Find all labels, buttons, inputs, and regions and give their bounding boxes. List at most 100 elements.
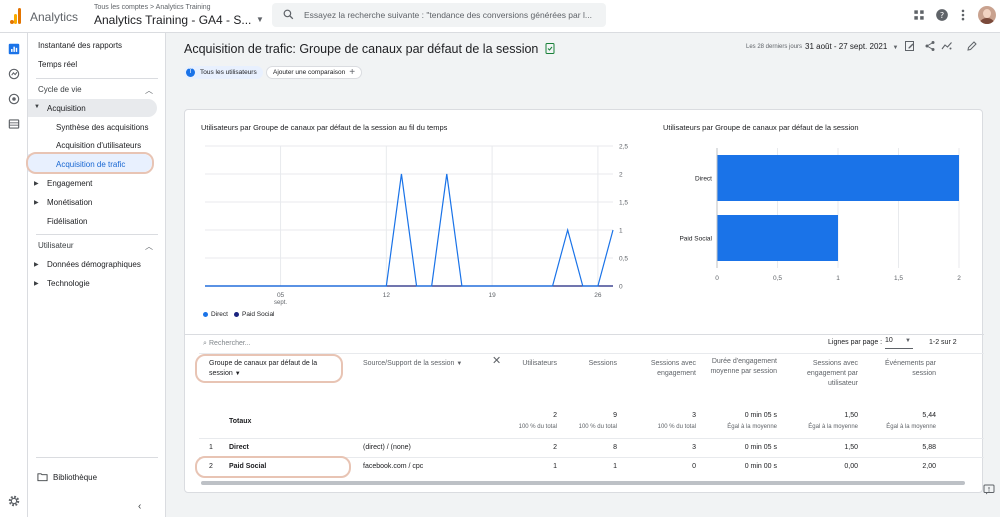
row-sessions: 1: [613, 463, 617, 470]
nav-section-user[interactable]: Utilisateur: [38, 241, 74, 250]
col-header-engaged-sessions[interactable]: Sessions avec engagement: [650, 360, 696, 377]
app-name: Analytics: [30, 10, 79, 24]
x-tick-label: 26: [594, 292, 602, 299]
total-events: 5,44: [922, 412, 936, 419]
caret-right-icon[interactable]: ▶: [34, 181, 39, 187]
reports-icon[interactable]: [7, 42, 21, 56]
add-comparison-label: Ajouter une comparaison: [273, 69, 346, 76]
search-icon: [283, 9, 294, 20]
nav-realtime[interactable]: Temps réel: [38, 60, 78, 69]
share-icon[interactable]: [924, 40, 936, 52]
horizontal-scrollbar[interactable]: [201, 481, 965, 485]
customize-report-icon[interactable]: [904, 40, 916, 52]
nav-monetization[interactable]: Monétisation: [47, 198, 93, 207]
col-header-source-label: Source/Support de la session: [363, 360, 455, 367]
nav-technology[interactable]: Technologie: [47, 279, 90, 288]
caret-right-icon[interactable]: ▶: [34, 281, 39, 287]
configure-icon[interactable]: [7, 117, 21, 131]
bar-chart[interactable]: 0 0,5 1 1,5 2 Direct Paid Social: [663, 138, 973, 308]
series-line-direct: [205, 173, 614, 287]
line-chart[interactable]: 2,5 2 1,5 1 0,5 0 05 12 19 26 sept.: [201, 138, 633, 306]
divider: [185, 334, 984, 335]
nav-snapshot[interactable]: Instantané des rapports: [38, 41, 123, 50]
more-vert-icon[interactable]: [956, 8, 970, 22]
all-users-chip[interactable]: T Tous les utilisateurs: [184, 66, 263, 79]
nav-section-lifecycle[interactable]: Cycle de vie: [38, 85, 82, 94]
search-bar[interactable]: Essayez la recherche suivante : "tendanc…: [272, 3, 606, 27]
total-users-sub: 100 % du total: [518, 424, 557, 430]
caret-down-icon[interactable]: ▼: [256, 15, 264, 24]
report-nav: Instantané des rapports Temps réel Cycle…: [26, 33, 166, 517]
table-search-input[interactable]: Rechercher...: [209, 340, 251, 347]
row-dimension[interactable]: Direct: [229, 444, 249, 451]
x-tick-sublabel: sept.: [274, 300, 287, 306]
col-header-users[interactable]: Utilisateurs: [522, 360, 557, 367]
rows-per-page-label: Lignes par page :: [828, 339, 883, 346]
total-duration: 0 min 05 s: [744, 412, 777, 419]
row-dimension[interactable]: Paid Social: [229, 463, 267, 470]
nav-user-acquisition[interactable]: Acquisition d'utilisateurs: [56, 141, 142, 150]
nav-demographics[interactable]: Données démographiques: [47, 260, 141, 269]
explore-icon[interactable]: [7, 67, 21, 81]
total-engaged-sub: 100 % du total: [657, 424, 696, 430]
folder-icon: [37, 473, 48, 482]
add-comparison-button[interactable]: Ajouter une comparaison +: [266, 66, 363, 79]
divider: [199, 457, 984, 458]
x-tick-label: 0,5: [773, 275, 782, 282]
chevron-up-icon[interactable]: ︿: [145, 242, 153, 251]
col-header-events[interactable]: Événements par session: [885, 360, 936, 377]
advertising-icon[interactable]: [7, 92, 21, 106]
col-header-dimension[interactable]: Groupe de canaux par défaut de la sessio…: [209, 359, 335, 379]
rows-per-page-select[interactable]: 10 ▼: [885, 337, 913, 349]
nav-acq-overview[interactable]: Synthèse des acquisitions: [56, 123, 149, 132]
col-header-engaged-per-user[interactable]: Sessions avec engagement par utilisateur: [807, 360, 858, 387]
bar-chart-title: Utilisateurs par Groupe de canaux par dé…: [663, 123, 859, 132]
y-tick-label: 2,5: [619, 144, 628, 151]
col-header-source[interactable]: Source/Support de la session ▼: [363, 359, 473, 369]
total-engaged: 3: [692, 412, 696, 419]
all-users-label: Tous les utilisateurs: [200, 69, 257, 76]
settings-gear-icon[interactable]: [7, 494, 21, 508]
nav-retention[interactable]: Fidélisation: [47, 217, 88, 226]
analytics-logo-icon: [10, 8, 22, 24]
col-header-sessions[interactable]: Sessions: [588, 360, 617, 367]
caret-right-icon[interactable]: ▶: [34, 262, 39, 268]
user-avatar[interactable]: [978, 6, 996, 24]
remove-dimension-icon[interactable]: ✕: [492, 355, 502, 367]
date-range-picker[interactable]: 31 août - 27 sept. 2021 ▼: [805, 42, 898, 51]
col-header-duration[interactable]: Durée d'engagement moyenne par session: [710, 358, 777, 375]
nav-engagement[interactable]: Engagement: [47, 179, 93, 188]
apps-grid-icon[interactable]: [912, 8, 926, 22]
divider: [36, 78, 158, 79]
feedback-icon[interactable]: [983, 484, 995, 495]
total-duration-sub: Égal à la moyenne: [727, 424, 777, 430]
total-sessions: 9: [613, 412, 617, 419]
account-breadcrumb[interactable]: Tous les comptes > Analytics Training: [94, 4, 211, 11]
divider: [199, 438, 984, 439]
total-events-sub: Égal à la moyenne: [886, 424, 936, 430]
caret-down-icon[interactable]: ▼: [34, 104, 40, 110]
collapse-nav-icon[interactable]: ‹: [138, 501, 142, 512]
total-engaged-per-user: 1,50: [844, 412, 858, 419]
search-icon: ⌕: [203, 340, 207, 347]
total-users: 2: [553, 412, 557, 419]
property-selector[interactable]: Analytics Training - GA4 - S...: [94, 13, 252, 27]
x-tick-label: 2: [957, 275, 961, 282]
total-engaged-per-user-sub: Égal à la moyenne: [808, 424, 858, 430]
insights-icon[interactable]: [941, 40, 953, 52]
row-source: facebook.com / cpc: [363, 463, 424, 470]
edit-pencil-icon[interactable]: [966, 40, 978, 52]
nav-library[interactable]: Bibliothèque: [37, 472, 97, 482]
nav-traffic-acquisition[interactable]: Acquisition de trafic: [56, 160, 126, 169]
x-tick-label: 1,5: [894, 275, 903, 282]
report-status-icon[interactable]: [545, 43, 555, 54]
nav-acquisition[interactable]: Acquisition: [47, 104, 86, 113]
caret-right-icon[interactable]: ▶: [34, 200, 39, 206]
help-icon[interactable]: ?: [935, 8, 949, 22]
row-index: 1: [209, 444, 213, 451]
row-sessions: 8: [613, 444, 617, 451]
chevron-up-icon[interactable]: ︿: [145, 86, 153, 95]
col-header-dimension-label: Groupe de canaux par défaut de la sessio…: [209, 360, 318, 377]
y-tick-label: 1,5: [619, 200, 628, 207]
y-tick-label: 0: [619, 284, 623, 291]
